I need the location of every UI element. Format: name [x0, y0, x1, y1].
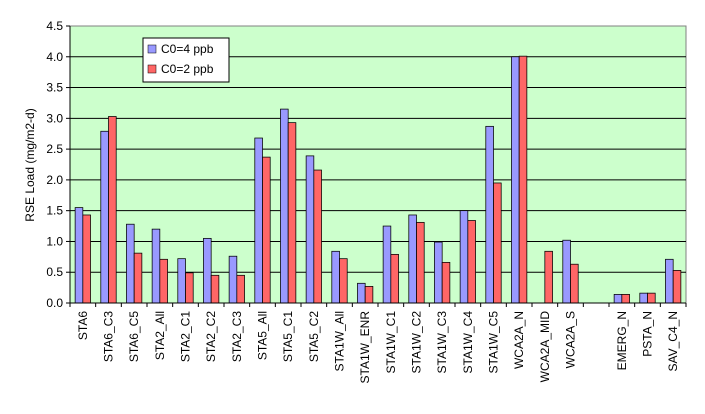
bar-series-2 [287, 122, 297, 304]
bar-series-2 [647, 292, 656, 304]
x-tick-label: STA1W_ENR [358, 311, 372, 384]
legend: C0=4 ppb C0=2 ppb [142, 37, 230, 83]
x-tick-label: WCA2A_S [564, 311, 578, 368]
bar-series-2 [210, 274, 220, 304]
legend-box [142, 37, 230, 83]
bar-series-2 [570, 263, 579, 304]
bar-series-1 [203, 237, 212, 304]
bar-series-1 [434, 241, 443, 304]
x-tick-label: STA2_C2 [204, 311, 218, 362]
bar-series-1 [305, 155, 315, 304]
x-tick-label: STA1W_C5 [487, 311, 501, 374]
x-tick-label: STA1W_C2 [410, 311, 424, 374]
y-tick-label: 0.5 [46, 265, 63, 279]
legend-label-series-2: C0=2 ppb [161, 62, 214, 76]
gridlines [70, 56, 686, 273]
x-tick-label: EMERG_N [615, 311, 629, 370]
bar-series-2 [672, 270, 682, 304]
bar-series-2 [544, 250, 553, 304]
bar-series-2 [159, 258, 168, 304]
y-tick-label: 1.5 [46, 204, 63, 218]
legend-swatch-series-2 [147, 64, 157, 74]
bar-series-2 [441, 261, 451, 304]
y-tick-label: 3.5 [46, 81, 63, 95]
x-tick-label: STA6_C5 [127, 311, 141, 362]
bar-series-1 [562, 239, 571, 304]
y-tick-label: 0.0 [46, 296, 63, 310]
bar-series-1 [151, 228, 161, 304]
bar-series-2 [467, 220, 476, 304]
bar-series-1 [254, 137, 263, 304]
x-tick-label: STA5_C1 [281, 311, 295, 362]
y-axis-title: RSE Load (mg/m2-d) [23, 108, 37, 221]
y-tick-label: 4.5 [46, 19, 63, 33]
bar-series-1 [100, 130, 109, 304]
bar-series-2 [621, 294, 630, 304]
bar-series-2 [493, 182, 502, 304]
x-tick-label: STA2_All [153, 311, 167, 360]
bar-series-2 [364, 286, 374, 304]
bar-series-2 [416, 221, 425, 304]
bar-series-1 [382, 225, 392, 304]
x-tick-label: WCA2A_N [512, 311, 526, 369]
legend-swatch-series-1 [147, 44, 157, 54]
x-tick-label: PSTA_N [641, 311, 655, 357]
y-tick-label: 2.0 [46, 173, 63, 187]
bar-series-1 [613, 294, 623, 304]
x-tick-label: STA1W_C3 [435, 311, 449, 374]
bar-series-2 [339, 258, 348, 304]
bar-series-2 [108, 116, 117, 304]
bar-series-2 [185, 272, 194, 304]
y-tick-label: 4.0 [46, 50, 63, 64]
bar-series-2 [236, 274, 245, 304]
y-tick-label: 2.5 [46, 142, 63, 156]
legend-label-series-1: C0=4 ppb [161, 42, 214, 56]
x-tick-label: STA1W_All [333, 311, 347, 371]
x-tick-label: STA2_C1 [179, 311, 193, 362]
bar-series-2 [518, 55, 528, 304]
bar-series-1 [511, 56, 520, 304]
bars [74, 55, 682, 304]
bar-series-1 [639, 292, 648, 304]
x-tick-label: STA1W_C4 [461, 311, 475, 374]
x-tick-label: STA2_C3 [230, 311, 244, 362]
x-tick-label: STA6 [76, 311, 90, 340]
bar-series-1 [331, 250, 340, 304]
bar-series-1 [228, 255, 238, 304]
bar-series-1 [177, 258, 186, 304]
y-tick-label: 1.0 [46, 234, 63, 248]
bar-series-2 [313, 169, 322, 304]
bar-series-1 [665, 258, 674, 304]
bar-series-1 [357, 282, 366, 304]
bar-series-2 [82, 214, 91, 304]
bar-series-1 [459, 210, 469, 304]
bar-series-2 [390, 253, 399, 304]
bar-series-1 [280, 108, 289, 304]
bar-series-2 [133, 252, 143, 304]
y-tick-label: 3.0 [46, 111, 63, 125]
bar-series-1 [126, 223, 135, 304]
x-tick-label: STA6_C3 [102, 311, 116, 362]
x-tick-label: STA5_C2 [307, 311, 321, 362]
x-tick-label: STA1W_C1 [384, 311, 398, 374]
axes: 0.0 0.5 1.0 1.5 2.0 2.5 3.0 3.5 4.0 4.5 STA6 STA6_C… [46, 19, 687, 384]
x-tick-label: SAV_C4_N [666, 311, 680, 371]
bar-series-1 [74, 207, 84, 304]
x-tick-label: STA5_All [256, 311, 270, 360]
bar-series-1 [408, 214, 417, 304]
x-tick-label: WCA2A_MID [538, 311, 552, 383]
bar-series-1 [485, 125, 494, 304]
bar-series-2 [262, 156, 271, 304]
